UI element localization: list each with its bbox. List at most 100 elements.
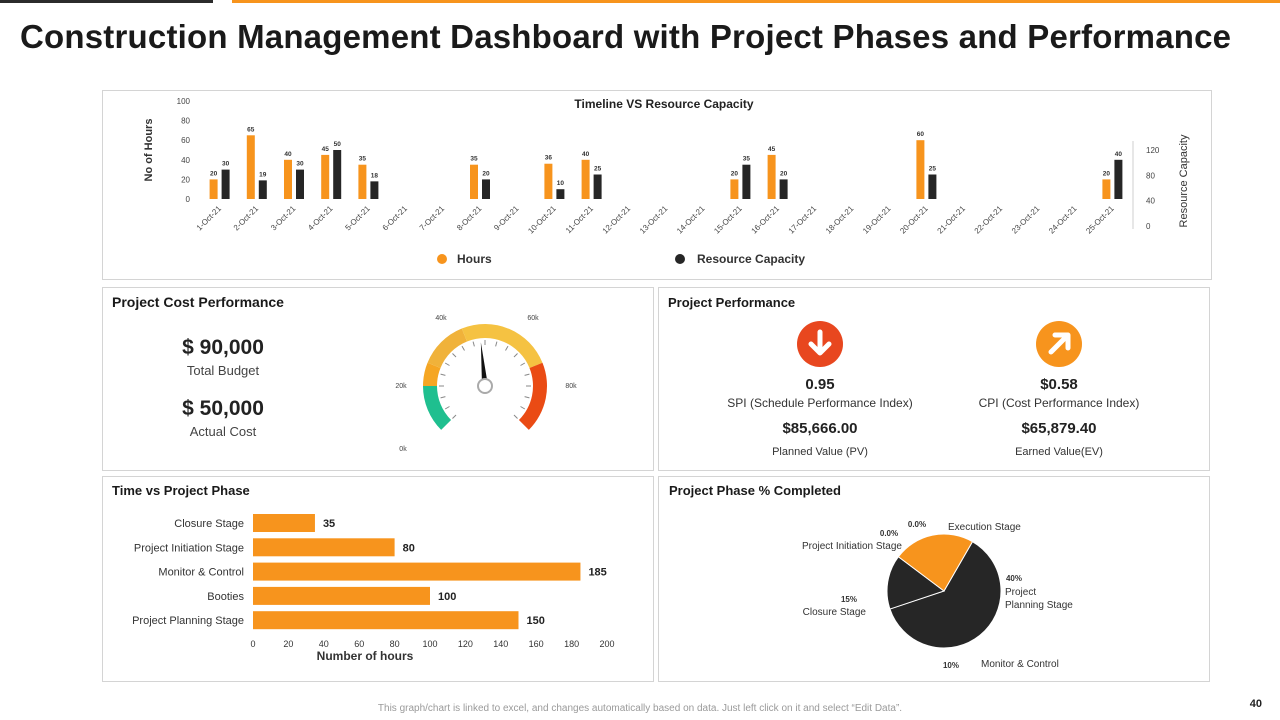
hours-data-label: 45 xyxy=(322,146,330,153)
gauge-tick xyxy=(461,345,465,351)
pie-percent-label: 15% xyxy=(841,595,857,604)
resource-bar xyxy=(928,174,937,199)
gauge-scale-label: 80k xyxy=(565,383,577,390)
page-title: Construction Management Dashboard with P… xyxy=(20,18,1232,55)
performance-panel-title: Project Performance xyxy=(668,295,796,310)
timeline-x-tick: 13-Oct-21 xyxy=(638,204,670,236)
timeline-x-tick: 8-Oct-21 xyxy=(455,204,484,233)
timeline-x-tick: 3-Oct-21 xyxy=(269,204,298,233)
timeline-y-tick: 0 xyxy=(186,195,191,204)
hours-data-label: 35 xyxy=(470,156,478,163)
resource-bar xyxy=(742,164,751,199)
timeline-x-tick: 12-Oct-21 xyxy=(601,204,633,236)
resource-bar xyxy=(1114,159,1123,199)
phase-completed-chart: Project Phase % Completed 0.0% Execution S… xyxy=(669,483,1073,670)
timeline-x-tick: 7-Oct-21 xyxy=(418,204,447,233)
hours-bar xyxy=(246,135,255,199)
timeline-x-tick: 18-Oct-21 xyxy=(824,204,856,236)
gauge-scale-label: 0k xyxy=(399,446,407,453)
resource-data-label: 40 xyxy=(1115,151,1123,158)
total-budget-value: $ 90,000 xyxy=(182,336,264,359)
timeline-x-tick: 23-Oct-21 xyxy=(1010,204,1042,236)
hours-data-label: 65 xyxy=(247,126,255,133)
actual-cost-label: Actual Cost xyxy=(189,424,257,439)
gauge-tick xyxy=(513,414,518,419)
resource-data-label: 25 xyxy=(594,166,602,173)
phase-hours-x-tick: 20 xyxy=(283,639,293,649)
phase-hours-category-label: Monitor & Control xyxy=(158,567,244,579)
gauge-tick xyxy=(444,362,450,366)
hours-data-label: 20 xyxy=(1103,170,1111,177)
timeline-x-tick: 11-Oct-21 xyxy=(564,204,595,235)
hours-data-label: 60 xyxy=(917,131,925,138)
gauge-tick xyxy=(495,341,498,347)
cost-panel-title: Project Cost Performance xyxy=(112,294,284,310)
hours-bar xyxy=(916,140,925,199)
gauge-tick xyxy=(513,353,518,358)
cpi-value: $0.58 xyxy=(1040,376,1078,393)
phase-hours-data-label: 100 xyxy=(438,591,456,603)
phase-hours-category-label: Project Planning Stage xyxy=(132,615,244,627)
hours-bar xyxy=(581,159,590,199)
phase-hours-category-label: Project Initiation Stage xyxy=(134,542,244,554)
pie-percent-label: 0.0% xyxy=(880,529,898,538)
resource-bar xyxy=(258,180,267,199)
hours-bar xyxy=(470,164,478,199)
pie-slice xyxy=(897,533,974,592)
hours-data-label: 40 xyxy=(582,151,590,158)
page-number: 40 xyxy=(1249,698,1262,710)
gauge-hub xyxy=(477,378,493,394)
timeline-y2-axis-label: Resource Capacity xyxy=(1178,134,1190,227)
phase-hours-title: Time vs Project Phase xyxy=(112,483,250,498)
resource-bar xyxy=(482,179,490,199)
phase-hours-bar xyxy=(253,562,581,581)
planned-value-label: Planned Value (PV) xyxy=(772,446,868,458)
phase-hours-x-tick: 100 xyxy=(422,639,437,649)
resource-bar xyxy=(593,174,602,199)
timeline-y2-tick: 80 xyxy=(1146,171,1155,180)
phase-hours-bar xyxy=(253,538,395,557)
resource-data-label: 35 xyxy=(743,156,751,163)
resource-bar xyxy=(556,189,565,199)
resource-data-label: 18 xyxy=(371,172,379,179)
pie-slice-label: Project xyxy=(1005,587,1036,598)
spi-label: SPI (Schedule Performance Index) xyxy=(727,396,913,410)
timeline-y-tick: 20 xyxy=(181,175,190,184)
phase-hours-bar xyxy=(253,586,430,605)
timeline-x-tick: 16-Oct-21 xyxy=(749,204,781,236)
gauge-tick xyxy=(505,345,509,351)
phase-hours-bar xyxy=(253,514,315,532)
legend-resource-label: Resource Capacity xyxy=(697,252,805,266)
gauge-tick xyxy=(452,353,457,358)
cpi-label: CPI (Cost Performance Index) xyxy=(978,396,1140,410)
hours-data-label: 40 xyxy=(284,151,292,158)
timeline-x-tick: 14-Oct-21 xyxy=(675,204,707,236)
pie-slice-label: Planning Stage xyxy=(1005,600,1073,611)
phase-hours-x-tick: 200 xyxy=(599,639,614,649)
pie-slice xyxy=(886,556,946,610)
phase-hours-category-label: Booties xyxy=(207,591,244,603)
phase-hours-data-label: 150 xyxy=(527,615,545,627)
hours-bar xyxy=(544,163,553,199)
cost-gauge: 0k 20k 40k 60k 80k xyxy=(395,315,577,453)
hours-data-label: 36 xyxy=(545,155,553,162)
timeline-x-tick: 4-Oct-21 xyxy=(306,204,335,233)
pie-percent-label: 40% xyxy=(1006,574,1022,583)
timeline-x-tick: 1-Oct-21 xyxy=(195,204,224,233)
phase-completed-title: Project Phase % Completed xyxy=(669,483,841,498)
gauge-tick xyxy=(472,341,475,347)
timeline-y-tick: 80 xyxy=(181,117,190,126)
pie-percent-label: 0.0% xyxy=(908,520,926,529)
gauge-band-green xyxy=(423,386,452,430)
gauge-scale-label: 20k xyxy=(395,383,407,390)
hours-data-label: 35 xyxy=(359,156,367,163)
timeline-title: Timeline VS Resource Capacity xyxy=(574,97,754,111)
timeline-x-tick: 25-Oct-21 xyxy=(1084,204,1116,236)
arrow-up-right-circle-icon xyxy=(1036,321,1082,367)
resource-bar xyxy=(333,150,342,199)
timeline-x-tick: 2-Oct-21 xyxy=(232,204,261,233)
cost-performance-panel: Project Cost Performance $ 90,000 Total … xyxy=(102,287,654,471)
phase-completed-panel: Project Phase % Completed 0.0% Execution S… xyxy=(658,476,1210,682)
phase-hours-x-tick: 40 xyxy=(319,639,329,649)
gauge-tick xyxy=(452,414,457,419)
